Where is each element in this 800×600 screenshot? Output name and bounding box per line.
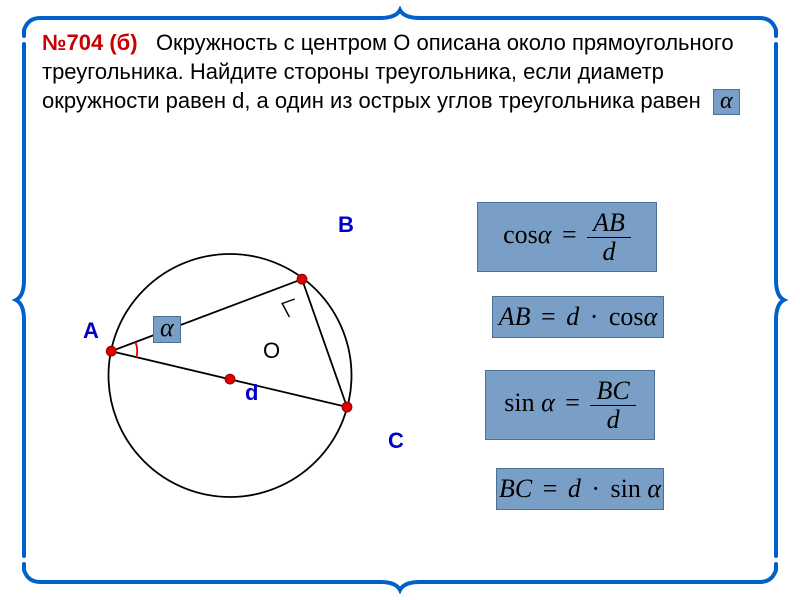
problem-text-body: Окружность с центром О описана около пря… [42, 30, 734, 113]
f3-den: d [590, 406, 635, 433]
angle-arc-alpha [136, 342, 138, 357]
alpha-angle-label: α [153, 316, 181, 343]
f3-alpha: α [541, 388, 555, 417]
f4-trig: sin [611, 474, 641, 503]
f1-num: AB [587, 209, 631, 237]
f1-den: d [587, 238, 631, 265]
f4-lhs: BC [499, 474, 532, 503]
problem-statement: №704 (б) Окружность с центром О описана … [42, 28, 762, 115]
f2-d: d [566, 302, 579, 331]
point-A [106, 346, 116, 356]
point-O [225, 374, 235, 384]
formula-BC: BC = d · sin α [496, 468, 664, 510]
f2-alpha: α [644, 302, 658, 331]
geometry-diagram: A B C О d α [50, 190, 410, 570]
page: №704 (б) Окружность с центром О описана … [0, 0, 800, 600]
f3-trig: sin [504, 388, 534, 417]
alpha-symbol-inline: α [713, 89, 740, 115]
vertex-points [106, 274, 352, 412]
right-angle-marker [282, 299, 295, 317]
f3-num: BC [590, 377, 635, 405]
point-C [342, 402, 352, 412]
point-B [297, 274, 307, 284]
f2-trig: cos [609, 302, 644, 331]
label-d: d [245, 380, 258, 406]
f4-d: d [568, 474, 581, 503]
formula-AB: AB = d · cosα [492, 296, 664, 338]
triangle [111, 279, 347, 407]
label-C: C [388, 428, 404, 454]
label-B: B [338, 212, 354, 238]
label-O: О [263, 338, 280, 364]
formula-sin-ratio: sin α = BC d [485, 370, 655, 440]
problem-number: №704 (б) [42, 30, 138, 55]
diagram-svg [50, 190, 410, 570]
f1-trig: cos [503, 220, 538, 249]
formula-cos-ratio: cosα = AB d [477, 202, 657, 272]
label-A: A [83, 318, 99, 344]
f1-alpha: α [538, 220, 552, 249]
f4-alpha: α [647, 474, 661, 503]
f2-lhs: AB [499, 302, 531, 331]
